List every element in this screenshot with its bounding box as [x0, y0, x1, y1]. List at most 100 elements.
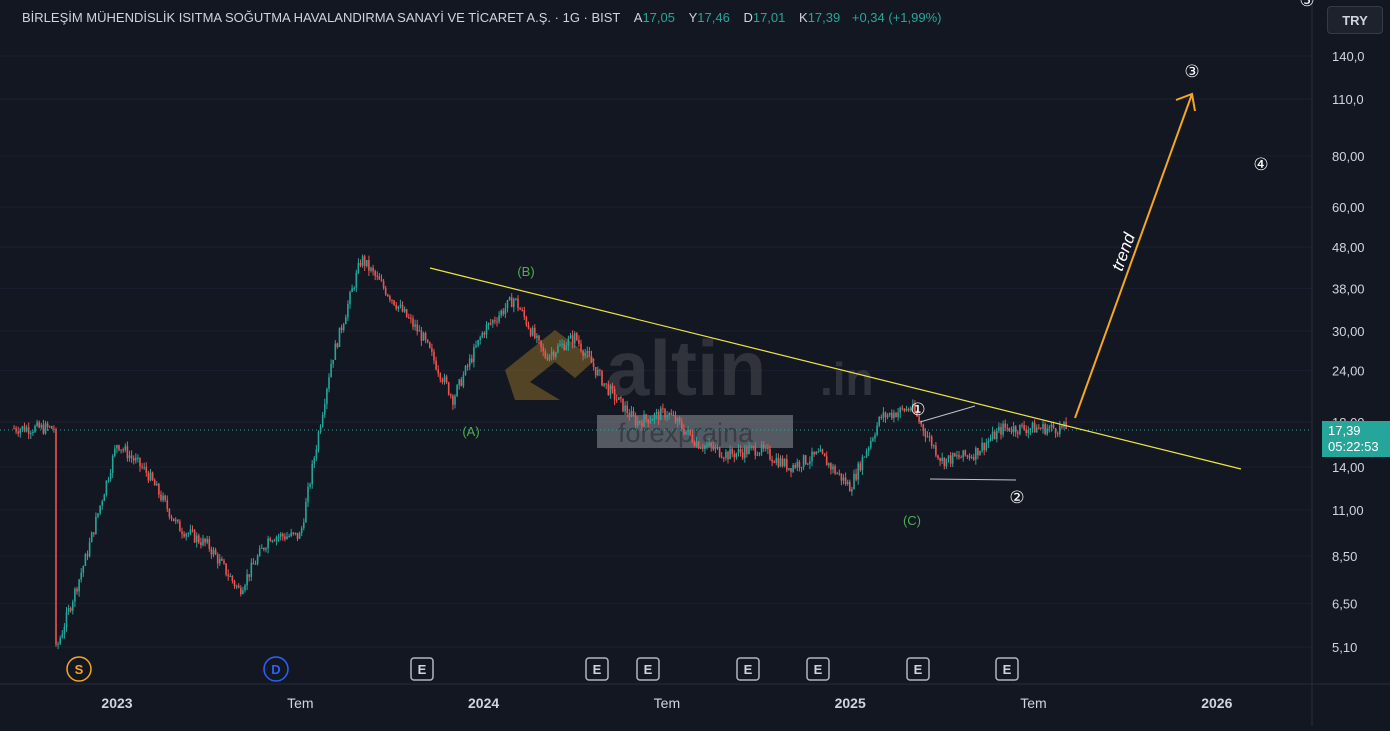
candle-body	[779, 458, 782, 467]
candle-body	[44, 423, 47, 434]
candle-body	[641, 422, 643, 427]
candle-body	[42, 424, 45, 434]
wave-label: ③	[1184, 62, 1199, 81]
candle-body	[290, 532, 292, 537]
candle-body	[305, 501, 307, 523]
candle-body	[1029, 428, 1032, 431]
candle-body	[233, 580, 236, 587]
candle-body	[395, 305, 397, 309]
candle-body	[979, 451, 981, 456]
trend-arrow-shaft	[1074, 93, 1193, 419]
candle-body	[733, 453, 736, 458]
candle-body	[433, 351, 435, 361]
trend-arrow-head	[1175, 92, 1196, 112]
candle-body	[424, 332, 427, 340]
candle-body	[775, 457, 778, 463]
candle-body	[420, 330, 423, 341]
candle-body	[1061, 425, 1063, 428]
candle-body	[101, 501, 103, 506]
candle-body	[710, 443, 712, 447]
candle-body	[330, 363, 332, 378]
candle-body	[252, 562, 255, 565]
watermark-brand: altin	[606, 324, 766, 412]
candle-body	[179, 521, 181, 532]
candle-body	[515, 298, 517, 300]
candle-body	[38, 422, 40, 428]
candle-body	[907, 408, 910, 411]
candle-body	[284, 536, 286, 540]
candle-body	[363, 256, 366, 266]
candle-body	[195, 535, 198, 543]
candle-body	[120, 449, 122, 451]
candle-body	[813, 451, 815, 455]
candle-body	[345, 317, 347, 325]
candle-body	[863, 456, 866, 458]
candle-body	[972, 457, 975, 460]
candle-body	[859, 463, 862, 471]
candle-body	[481, 332, 484, 338]
candle-body	[324, 403, 326, 415]
candle-body	[855, 473, 857, 480]
candle-body	[170, 516, 173, 519]
candle-body	[580, 343, 582, 351]
candle-body	[800, 467, 803, 469]
time-tick-label: 2026	[1201, 695, 1232, 711]
candle-body	[193, 530, 196, 543]
candle-body	[599, 369, 601, 371]
candle-body	[540, 340, 542, 348]
candle-body	[105, 480, 108, 495]
candle-body	[958, 455, 960, 458]
candle-body	[387, 294, 389, 297]
candle-body	[429, 342, 431, 348]
candle-body	[55, 429, 57, 645]
candle-body	[34, 426, 36, 433]
candle-body	[660, 408, 662, 420]
descending-trendline	[429, 267, 1242, 470]
candle-body	[107, 479, 110, 481]
candle-body	[620, 397, 622, 399]
candle-body	[767, 447, 769, 449]
pattern-upper-line	[919, 405, 976, 423]
candle-body	[282, 533, 284, 537]
candle-body	[198, 535, 200, 543]
candle-body	[473, 347, 475, 363]
event-marker-letter: E	[1003, 662, 1012, 677]
candle-body	[821, 449, 824, 454]
candle-body	[536, 335, 538, 338]
candle-body	[235, 585, 238, 587]
candle-body	[594, 367, 597, 376]
candle-body	[624, 405, 626, 412]
candle-body	[672, 414, 675, 416]
candle-body	[46, 423, 49, 427]
price-tick-label: 24,00	[1332, 364, 1365, 379]
candle-body	[158, 483, 160, 495]
candle-body	[569, 335, 572, 339]
candle-body	[697, 441, 700, 449]
candle-body	[80, 572, 82, 580]
candle-body	[88, 542, 91, 557]
candle-body	[573, 333, 576, 344]
candle-body	[689, 429, 691, 435]
candle-body	[307, 486, 309, 502]
close-label: K	[799, 10, 808, 25]
candle-body	[500, 310, 502, 316]
candle-body	[993, 431, 996, 440]
candle-body	[286, 536, 288, 540]
candle-body	[918, 416, 920, 422]
countdown-timer: 05:22:53	[1328, 439, 1379, 454]
candle-body	[645, 414, 647, 420]
candle-body	[991, 431, 994, 439]
candle-body	[216, 554, 219, 564]
candle-body	[681, 421, 683, 429]
currency-button[interactable]: TRY	[1327, 6, 1383, 34]
candle-body	[177, 519, 179, 522]
candle-body	[408, 317, 410, 319]
candle-body	[809, 461, 811, 464]
candle-body	[630, 411, 633, 417]
close-value: 17,39	[807, 10, 841, 25]
candle-body	[258, 548, 261, 557]
time-tick-label: Tem	[287, 695, 313, 711]
price-tick-label: 60,00	[1332, 200, 1365, 215]
